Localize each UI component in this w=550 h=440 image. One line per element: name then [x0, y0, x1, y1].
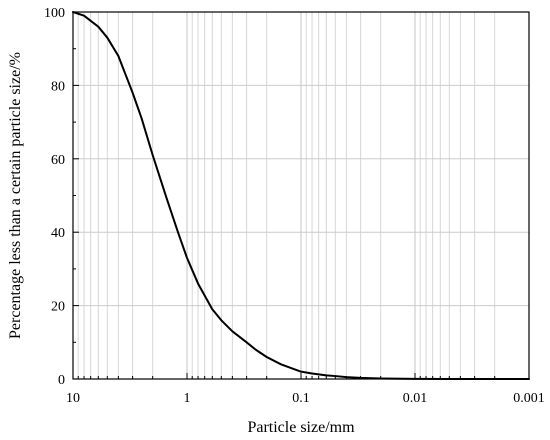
y-tick-label: 60 — [51, 153, 65, 168]
x-axis-title: Particle size/mm — [247, 419, 355, 436]
x-tick-label: 0.01 — [403, 391, 428, 406]
x-tick-label: 10 — [66, 391, 80, 406]
x-tick-label: 1 — [184, 391, 191, 406]
grid-layer — [72, 11, 530, 380]
series-layer — [72, 11, 530, 380]
plot-frame — [72, 11, 530, 380]
y-tick-label: 40 — [51, 226, 65, 241]
y-axis-title: Percentage less than a certain particle … — [7, 52, 24, 339]
y-tick-label: 100 — [44, 6, 65, 21]
series-line — [72, 11, 530, 380]
y-tick-label: 0 — [58, 373, 65, 388]
labels-layer: 10 1 0.1 0.01 0.001 0 20 40 60 80 100 — [44, 6, 545, 406]
y-tick-label: 80 — [51, 79, 65, 94]
y-tick-label: 20 — [51, 300, 65, 315]
x-tick-label: 0.1 — [292, 391, 310, 406]
x-tick-label: 0.001 — [513, 391, 545, 406]
